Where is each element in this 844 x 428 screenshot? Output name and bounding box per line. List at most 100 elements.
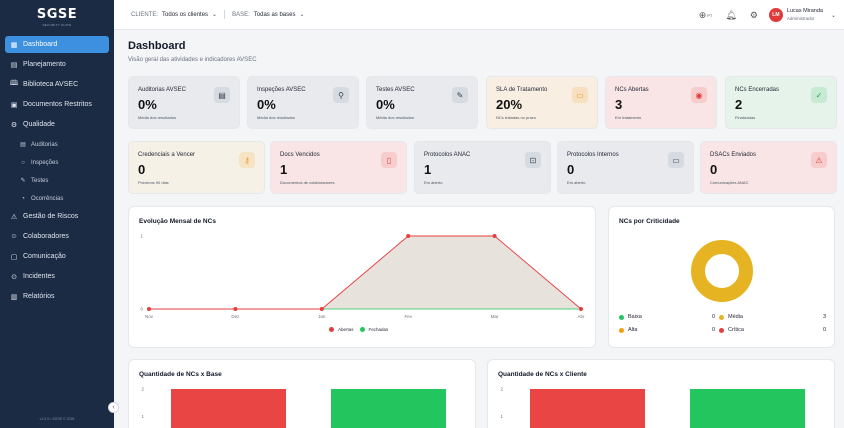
kpi-card[interactable]: Docs Vencidos 1 Documentos de colaboradore… [270, 141, 407, 194]
kpi-value: 0 [138, 162, 146, 177]
gear-icon[interactable]: ⚙ [749, 9, 758, 20]
version-text: v1.0.0 • SGSE © 2025 [39, 417, 75, 421]
kpi-subtitle: Em tratamento [615, 115, 642, 120]
kpi-title: SLA de Tratamento [496, 87, 548, 93]
bar-closed [331, 389, 446, 428]
kpi-card[interactable]: NCs Abertas 3 Em tratamento ◉ [605, 76, 717, 129]
kpi-title: Protocolos ANAC [424, 152, 471, 158]
kpi-subtitle: Em aberto [567, 180, 586, 185]
avatar[interactable]: LM [768, 8, 783, 22]
chevron-down-icon: ⌄ [299, 12, 305, 18]
sidebar-item-biblioteca-avsec[interactable]: 🕮 Biblioteca AVSEC [5, 76, 109, 93]
sidebar-item-ocorr-ncias[interactable]: ◔ Ocorrências [5, 190, 109, 207]
x-tick-label: Dez [231, 314, 240, 319]
kpi-card[interactable]: Testes AVSEC 0% Média dos resultados ✎ [366, 76, 478, 129]
kpi-card[interactable]: SLA de Tratamento 20% NCs tratadas no praz… [486, 76, 598, 129]
kpi-card[interactable]: Credenciais a Vencer 0 Próximos 90 dias ⚷ [128, 141, 265, 194]
open-series-point [233, 307, 238, 311]
open-series-point [147, 307, 151, 311]
sidebar-item-label: Documentos Restritos [23, 101, 92, 108]
open-series-point [492, 234, 497, 238]
message-icon: ▭ [668, 152, 684, 168]
legend-dot [619, 327, 624, 333]
donut-legend-item: Baixa [619, 314, 642, 320]
legend-open-label: Abertas [338, 327, 354, 332]
sidebar-collapse-button[interactable]: ‹ [108, 402, 119, 413]
donut-panel: NCs por Criticidade Baixa 0 Média 3 Alta 0 Crí… [608, 206, 835, 348]
sidebar-item-qualidade[interactable]: ⚙ Qualidade [5, 116, 109, 133]
sidebar-item-dashboard[interactable]: ▦ Dashboard [5, 36, 109, 53]
base-bar-chart: 12 [141, 387, 446, 428]
kpi-value: 1 [424, 162, 432, 177]
bar-open [530, 389, 645, 428]
y-tick-label: 1 [500, 414, 503, 419]
calendar-icon: ▤ [10, 61, 18, 69]
client-bar-chart: 12 [500, 387, 805, 428]
kpi-card[interactable]: Inspeções AVSEC 0% Média dos resultados ⚲ [247, 76, 359, 129]
sidebar-item-colaboradores[interactable]: ☺ Colaboradores [5, 228, 109, 245]
file-icon: ▯ [381, 152, 397, 168]
y-tick-label: 1 [140, 234, 143, 239]
divider [224, 10, 226, 19]
sidebar-item-testes[interactable]: ✎ Testes [5, 172, 109, 189]
user-role: Administrador [786, 15, 815, 21]
client-filter[interactable]: CLIENTE: Todos os clientes ⌄ [131, 11, 217, 19]
sidebar-item-label: Planejamento [23, 61, 66, 68]
inbox-icon: ⊡ [525, 152, 541, 168]
base-bar-title: Quantidade de NCs x Base [139, 371, 222, 378]
warning-icon: ⚠ [811, 152, 827, 168]
client-filter-label: CLIENTE: [131, 11, 159, 18]
language-selector[interactable]: ⊕ PT [699, 10, 713, 21]
sidebar-item-planejamento[interactable]: ▤ Planejamento [5, 56, 109, 73]
kpi-value: 0 [710, 162, 718, 177]
legend-dot-closed [359, 327, 365, 332]
base-filter[interactable]: BASE: Todas as bases ⌄ [232, 11, 305, 19]
kpi-value: 0% [257, 97, 276, 112]
kpi-card[interactable]: NCs Encerradas 2 Finalizadas ✓ [725, 76, 837, 129]
sidebar-item-incidentes[interactable]: ⊙ Incidentes [5, 268, 109, 285]
sidebar-item-label: Inspeções [31, 159, 59, 166]
kpi-subtitle: Comunicações ANAC [710, 180, 749, 185]
kpi-title: Testes AVSEC [376, 87, 415, 93]
sidebar-item-auditorias[interactable]: ▤ Auditorias [5, 136, 109, 153]
open-series-point [579, 307, 583, 311]
kpi-title: Credenciais a Vencer [138, 152, 196, 158]
bell-icon[interactable]: 🔔︎ [725, 9, 737, 20]
sidebar-item-documentos-restritos[interactable]: ▣ Documentos Restritos [5, 96, 109, 113]
kpi-subtitle: NCs tratadas no prazo [496, 115, 537, 120]
sidebar-nav: ▦ Dashboard ▤ Planejamento 🕮 Biblioteca AVSEC… [0, 33, 114, 311]
sidebar-item-relat-rios[interactable]: ▥ Relatórios [5, 288, 109, 305]
y-tick-label: 0 [140, 307, 143, 312]
legend-value: 0 [712, 327, 716, 333]
chat-icon: ▢ [10, 253, 18, 261]
kpi-subtitle: Média dos resultados [138, 115, 177, 120]
legend-label: Alta [628, 327, 638, 333]
donut-legend-item: Crítica [719, 327, 744, 333]
kpi-card[interactable]: Protocolos ANAC 1 Em aberto ⊡ [414, 141, 551, 194]
kpi-card[interactable]: Auditorias AVSEC 0% Média dos resultados ▤ [128, 76, 240, 129]
legend-label: Média [728, 314, 743, 320]
sidebar-item-inspe-es[interactable]: ○ Inspeções [5, 154, 109, 171]
legend-label: Baixa [628, 314, 642, 320]
book-icon: 🕮 [9, 80, 19, 87]
open-series-line [149, 235, 582, 310]
line-chart-title: Evolução Mensal de NCs [139, 218, 216, 225]
legend-value: 3 [823, 314, 827, 320]
donut-title: NCs por Criticidade [619, 218, 680, 225]
warning-icon: ⚠ [10, 213, 18, 221]
open-series-point [406, 234, 411, 238]
kpi-card[interactable]: Protocolos Internos 0 Em aberto ▭ [557, 141, 694, 194]
user-info[interactable]: Lucas Miranda Administrador [786, 8, 823, 21]
sidebar-item-label: Testes [31, 177, 49, 184]
sidebar-item-comunica-o[interactable]: ▢ Comunicação [5, 248, 109, 265]
clipboard-icon: ▤ [20, 142, 26, 148]
sidebar-item-gest-o-de-riscos[interactable]: ⚠ Gestão de Riscos [5, 208, 109, 225]
language-code: PT [707, 12, 713, 18]
kpi-value: 2 [735, 97, 743, 112]
kpi-card[interactable]: DSACs Enviados 0 Comunicações ANAC ⚠ [700, 141, 837, 194]
app-logo[interactable]: SGSE SECURITY SUITE [0, 0, 114, 33]
donut-legend-item: Alta [619, 327, 637, 333]
chevron-down-icon[interactable]: ⌄ [830, 12, 836, 19]
kpi-title: Docs Vencidos [280, 152, 320, 158]
sidebar-item-label: Biblioteca AVSEC [23, 81, 79, 88]
